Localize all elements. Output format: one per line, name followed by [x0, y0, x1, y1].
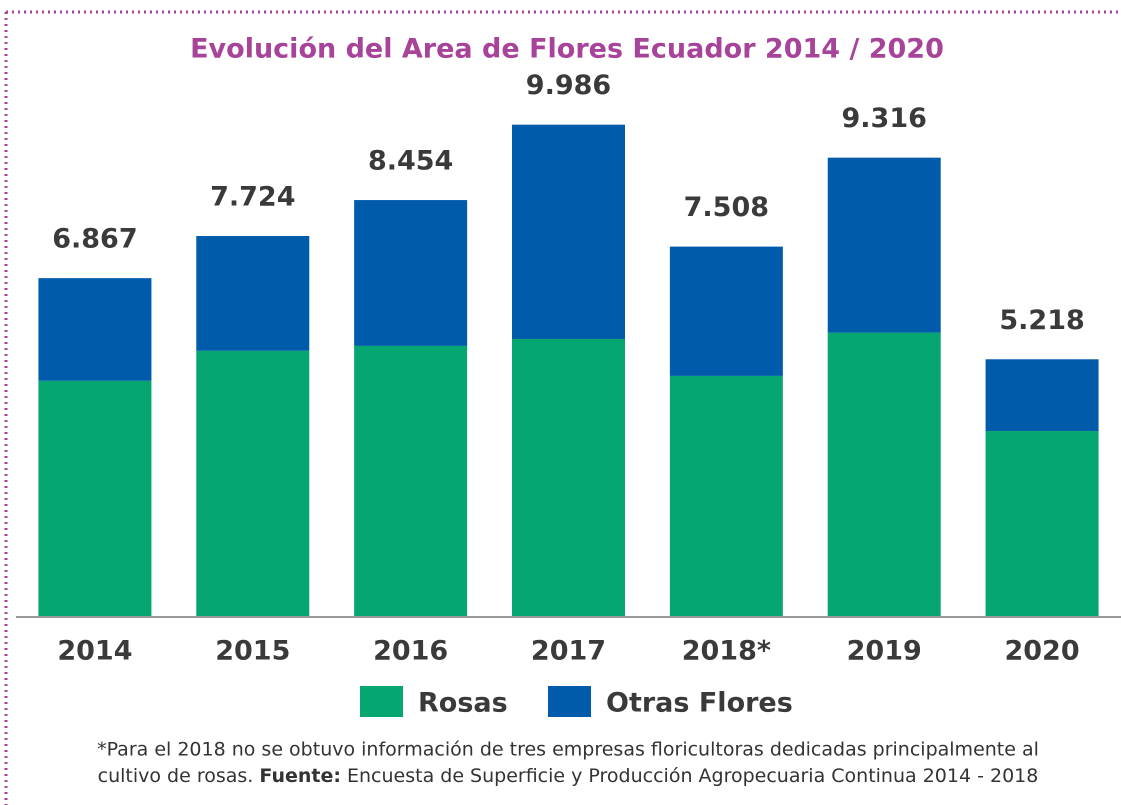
- bar-segment: [512, 339, 625, 616]
- legend-label: Otras Flores: [606, 688, 793, 719]
- chart-title: Evolución del Area de Flores Ecuador 201…: [190, 34, 944, 65]
- total-label: 8.454: [368, 146, 453, 177]
- total-label: 6.867: [52, 224, 137, 255]
- x-tick-label: 2017: [531, 636, 606, 667]
- x-tick-label: 2016: [373, 636, 448, 667]
- bar-segment: [669, 246, 783, 376]
- bar-segment: [354, 345, 468, 616]
- footnote-source-label: Fuente:: [259, 765, 341, 787]
- x-tick-label: 2019: [847, 636, 922, 667]
- bar-segment: [196, 350, 310, 616]
- footnote: cultivo de rosas. Fuente: Encuesta de Su…: [98, 765, 1039, 787]
- total-label: 5.218: [999, 305, 1084, 336]
- bar-segment: [827, 157, 941, 333]
- footnote: *Para el 2018 no se obtuvo información d…: [97, 739, 1039, 761]
- x-tick-label: 2018*: [682, 636, 771, 667]
- bar-segment: [38, 278, 152, 381]
- bar-segment: [512, 124, 625, 340]
- bar-segment: [827, 332, 941, 616]
- footnote-part: Encuesta de Superficie y Producción Agro…: [347, 765, 1038, 787]
- footnote-part: cultivo de rosas.: [98, 765, 254, 787]
- total-label: 7.508: [684, 192, 769, 223]
- bar-segment: [985, 431, 1099, 616]
- total-label: 9.986: [526, 70, 611, 101]
- bar-segment: [354, 200, 468, 346]
- legend-swatch: [548, 686, 591, 717]
- bar-segment: [196, 235, 310, 351]
- x-tick-label: 2015: [215, 636, 290, 667]
- x-tick-label: 2014: [57, 636, 132, 667]
- x-tick-label: 2020: [1004, 636, 1079, 667]
- bar-segment: [38, 380, 152, 616]
- total-label: 7.724: [210, 181, 295, 212]
- legend-swatch: [360, 686, 403, 717]
- bar-segment: [985, 359, 1099, 432]
- bar-segment: [669, 375, 783, 616]
- total-label: 9.316: [842, 103, 927, 134]
- legend-label: Rosas: [418, 688, 508, 719]
